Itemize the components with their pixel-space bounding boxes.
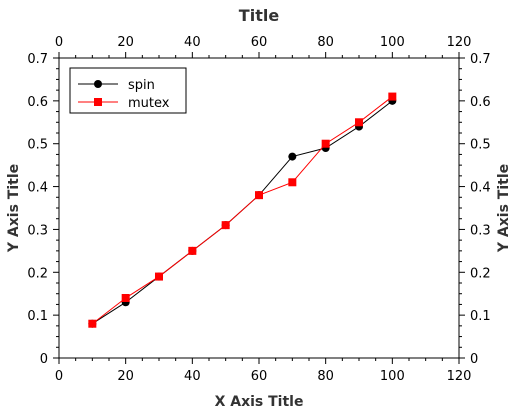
mutex-point bbox=[255, 191, 263, 200]
x-tick-label-bottom: 80 bbox=[317, 369, 334, 384]
y-tick-label-left: 0.6 bbox=[27, 95, 48, 110]
mutex-point bbox=[288, 178, 297, 187]
y-tick-label-left: 0 bbox=[40, 352, 48, 367]
legend-spin-label: spin bbox=[128, 78, 155, 93]
y-tick-label-right: 0.1 bbox=[470, 309, 491, 324]
right-y-axis-title: Y Axis Title bbox=[496, 164, 512, 253]
mutex-point bbox=[121, 294, 130, 302]
y-tick-label-right: 0.7 bbox=[470, 52, 491, 67]
legend-box bbox=[69, 67, 187, 114]
y-tick-label-left: 0.3 bbox=[27, 223, 48, 238]
x-tick-label-bottom: 0 bbox=[55, 369, 63, 384]
x-tick-label-top: 40 bbox=[184, 35, 201, 50]
y-tick-label-left: 0.4 bbox=[27, 181, 48, 196]
legend-item-mutex: mutex bbox=[78, 96, 170, 111]
legend-item-spin: spin bbox=[78, 78, 155, 93]
mutex-point bbox=[388, 92, 397, 101]
mutex-point bbox=[188, 246, 197, 255]
legend-spin-marker bbox=[94, 80, 102, 88]
y-tick-label-left: 0.5 bbox=[27, 138, 48, 153]
legend-mutex-label: mutex bbox=[128, 96, 170, 111]
x-axis-title: X Axis Title bbox=[215, 394, 304, 410]
y-tick-label-right: 0 bbox=[470, 352, 478, 367]
x-tick-label-top: 100 bbox=[380, 35, 405, 50]
y-axis-title: Y Axis Title bbox=[6, 164, 22, 253]
legend: spin mutex bbox=[69, 67, 187, 114]
y-tick-label-right: 0.5 bbox=[470, 138, 491, 153]
x-tick-label-bottom: 20 bbox=[117, 369, 134, 384]
y-tick-label-right: 0.4 bbox=[470, 181, 491, 196]
y-tick-label-left: 0.2 bbox=[27, 266, 48, 281]
legend-mutex-marker bbox=[94, 98, 102, 106]
x-tick-label-top: 60 bbox=[251, 35, 268, 50]
mutex-point bbox=[155, 272, 163, 281]
mutex-point bbox=[221, 221, 230, 230]
spin-point bbox=[288, 152, 297, 161]
y-tick-label-left: 0.7 bbox=[27, 52, 48, 67]
x-tick-label-top: 120 bbox=[447, 35, 472, 50]
x-tick-label-top: 0 bbox=[55, 35, 63, 50]
mutex-point bbox=[88, 319, 97, 328]
y-tick-label-left: 0.1 bbox=[27, 309, 48, 324]
series-spin bbox=[88, 96, 397, 328]
axis-ticks bbox=[53, 52, 465, 364]
series-layer bbox=[88, 92, 397, 328]
series-mutex bbox=[88, 92, 397, 328]
chart-title: Title bbox=[239, 6, 280, 25]
x-tick-label-bottom: 100 bbox=[380, 369, 405, 384]
y-tick-label-right: 0.3 bbox=[470, 223, 491, 238]
x-tick-label-bottom: 60 bbox=[251, 369, 268, 384]
mutex-point bbox=[321, 139, 330, 148]
mutex-point bbox=[355, 118, 363, 127]
x-tick-label-top: 80 bbox=[317, 35, 334, 50]
y-tick-label-right: 0.2 bbox=[470, 266, 491, 281]
x-tick-label-bottom: 40 bbox=[184, 369, 201, 384]
mutex-line bbox=[92, 96, 393, 325]
y-tick-label-right: 0.6 bbox=[470, 95, 491, 110]
x-tick-label-bottom: 120 bbox=[447, 369, 472, 384]
x-tick-label-top: 20 bbox=[117, 35, 134, 50]
